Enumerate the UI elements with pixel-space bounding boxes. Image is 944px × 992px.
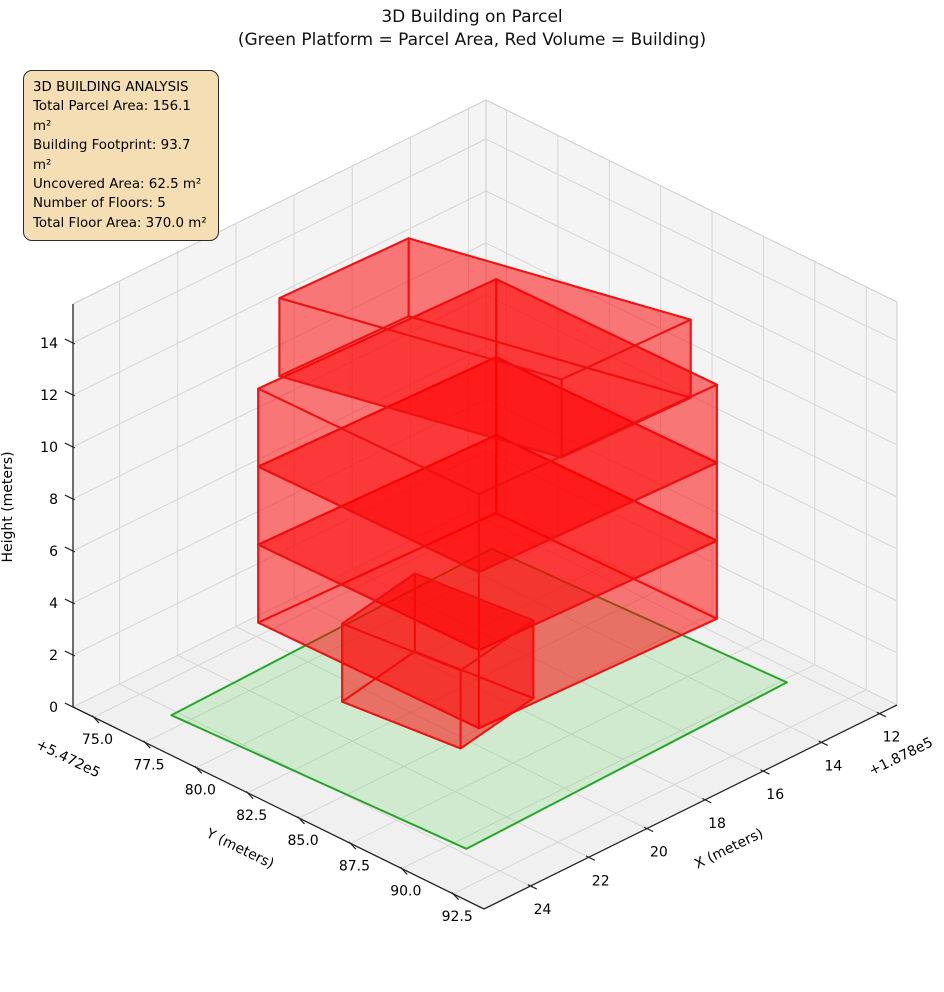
y-tick-label: 85.0	[288, 833, 319, 849]
y-tick-label: 82.5	[236, 808, 267, 824]
tick-marks	[64, 338, 887, 901]
z-tick-label: 6	[49, 544, 58, 560]
building-volume-floor-1-base	[341, 572, 535, 750]
y-tick-label: 87.5	[339, 858, 370, 874]
z-tick-label: 2	[49, 648, 58, 664]
x-tick-label: 20	[650, 845, 668, 861]
z-tick-label: 12	[40, 388, 58, 404]
info-line-parcel-area: Total Parcel Area: 156.1 m²	[33, 99, 191, 134]
analysis-info-box: 3D BUILDING ANALYSIS Total Parcel Area: …	[23, 70, 219, 242]
z-tick-label: 4	[49, 596, 58, 612]
info-box-title: 3D BUILDING ANALYSIS	[33, 80, 189, 95]
info-line-uncovered: Uncovered Area: 62.5 m²	[33, 177, 202, 193]
info-line-floor-area: Total Floor Area: 370.0 m²	[33, 215, 207, 231]
y-tick-label: 90.0	[390, 884, 421, 900]
building-volume-floor-3	[257, 356, 718, 652]
y-tick-label: 77.5	[133, 757, 164, 773]
y-tick-label: 75.0	[82, 732, 113, 748]
info-line-floors: Number of Floors: 5	[33, 196, 166, 212]
x-tick-label: 14	[824, 758, 842, 774]
z-tick-label: 10	[40, 440, 58, 456]
grid-lines	[72, 108, 898, 895]
axes-panes	[73, 100, 897, 909]
title-line-1: 3D Building on Parcel	[381, 7, 563, 27]
z-tick-label: 0	[49, 700, 58, 716]
tick-labels: 1214161820222475.077.580.082.585.087.590…	[40, 336, 900, 925]
y-tick-label: 80.0	[185, 783, 216, 799]
building-volume-floor-2	[257, 434, 718, 730]
title-line-2: (Green Platform = Parcel Area, Red Volum…	[237, 30, 707, 50]
axis-lines	[72, 304, 898, 910]
x-tick-label: 18	[708, 816, 726, 832]
info-line-footprint: Building Footprint: 93.7 m²	[33, 138, 191, 173]
building-volumes	[257, 237, 718, 750]
y-tick-label: 92.5	[442, 909, 473, 925]
x-tick-label: 24	[534, 902, 552, 918]
building-volume-floor-4	[257, 278, 718, 574]
x-tick-label: 22	[592, 873, 610, 889]
z-tick-label: 14	[40, 336, 58, 352]
x-tick-label: 16	[766, 787, 784, 803]
x-tick-label: 12	[883, 730, 901, 746]
plot-title: 3D Building on Parcel (Green Platform = …	[0, 6, 944, 52]
z-tick-label: 8	[49, 492, 58, 508]
z-axis-label: Height (meters)	[0, 451, 16, 563]
building-volume-floor-5	[278, 237, 692, 459]
